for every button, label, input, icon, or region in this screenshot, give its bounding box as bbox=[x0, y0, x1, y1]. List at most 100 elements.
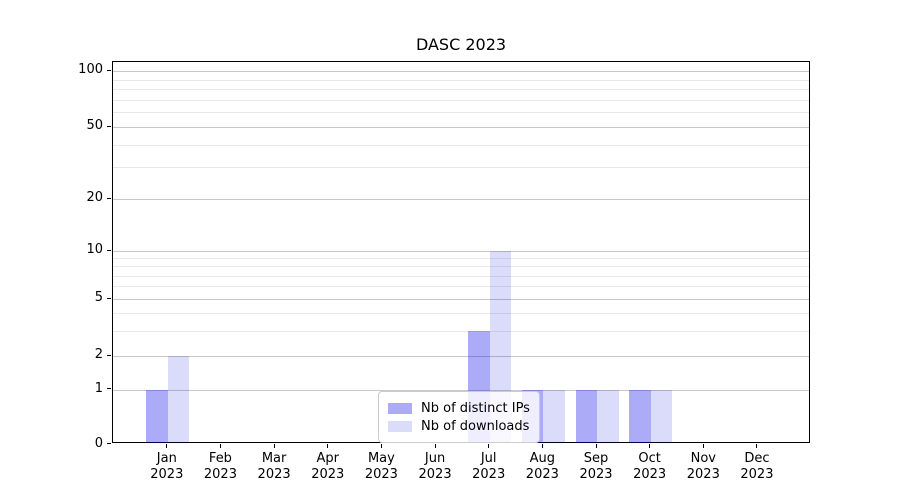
bar-downloads bbox=[167, 356, 190, 443]
x-tick-mark bbox=[166, 444, 168, 448]
y-tick-label: 5 bbox=[94, 290, 103, 305]
x-tick-month: Sep bbox=[583, 451, 609, 466]
x-tick-month: Feb bbox=[208, 451, 232, 466]
minor-gridline bbox=[113, 79, 809, 81]
y-tick-mark bbox=[107, 125, 111, 127]
major-gridline bbox=[113, 389, 809, 391]
bar-downloads bbox=[650, 389, 673, 443]
x-tick-month: Aug bbox=[529, 451, 556, 466]
x-tick-year: 2023 bbox=[257, 467, 291, 482]
x-tick-label: Aug 2023 bbox=[510, 451, 574, 483]
minor-gridline bbox=[113, 167, 809, 169]
x-tick-year: 2023 bbox=[364, 467, 398, 482]
x-tick-year: 2023 bbox=[418, 467, 452, 482]
x-tick-year: 2023 bbox=[472, 467, 506, 482]
x-tick-year: 2023 bbox=[203, 467, 237, 482]
x-tick-month: Mar bbox=[261, 451, 287, 466]
x-tick-mark bbox=[595, 444, 597, 448]
y-tick-mark bbox=[107, 197, 111, 199]
y-tick-mark bbox=[107, 354, 111, 356]
major-gridline bbox=[113, 251, 809, 252]
x-tick-month: Jan bbox=[156, 451, 177, 466]
x-tick-mark bbox=[380, 444, 382, 448]
minor-gridline bbox=[113, 89, 809, 91]
y-tick-label: 0 bbox=[94, 435, 103, 451]
x-tick-month: Nov bbox=[690, 451, 716, 466]
x-tick-mark bbox=[488, 444, 490, 448]
legend-label: Nb of distinct IPs bbox=[421, 400, 530, 416]
bar-distinct-ips bbox=[575, 389, 597, 443]
x-tick-month: May bbox=[367, 451, 395, 466]
x-tick-label: Oct 2023 bbox=[618, 451, 682, 483]
x-tick-label: Dec 2023 bbox=[725, 451, 789, 483]
x-tick-label: Jan 2023 bbox=[135, 451, 199, 483]
major-gridline bbox=[113, 299, 809, 300]
y-tick-label: 50 bbox=[86, 118, 103, 133]
x-tick-mark bbox=[541, 444, 543, 448]
major-gridline bbox=[113, 199, 809, 200]
x-tick-mark bbox=[702, 444, 704, 448]
minor-gridline bbox=[113, 275, 809, 277]
x-tick-label: Apr 2023 bbox=[296, 451, 360, 483]
y-tick-mark bbox=[107, 388, 111, 390]
x-tick-mark bbox=[434, 444, 436, 448]
y-tick-mark bbox=[107, 69, 111, 71]
x-tick-year: 2023 bbox=[525, 467, 559, 482]
legend-entry: Nb of downloads bbox=[388, 418, 530, 434]
legend-entry: Nb of distinct IPs bbox=[388, 400, 530, 416]
x-tick-month: Dec bbox=[744, 451, 770, 466]
x-tick-month: Oct bbox=[638, 451, 661, 466]
x-tick-label: Sep 2023 bbox=[564, 451, 628, 483]
y-tick-mark bbox=[107, 297, 111, 299]
minor-gridline bbox=[113, 330, 809, 332]
x-tick-year: 2023 bbox=[311, 467, 345, 482]
legend-swatch bbox=[388, 420, 412, 432]
major-gridline bbox=[113, 127, 809, 128]
legend: Nb of distinct IPs Nb of downloads bbox=[378, 391, 540, 443]
y-tick-label: 100 bbox=[78, 62, 103, 77]
bar-downloads bbox=[597, 389, 619, 443]
legend-swatch bbox=[388, 402, 412, 414]
x-tick-month: Apr bbox=[316, 451, 340, 466]
y-tick-mark bbox=[107, 443, 111, 444]
chart-title: DASC 2023 bbox=[415, 35, 507, 54]
minor-gridline bbox=[113, 266, 809, 268]
bar-distinct-ips bbox=[629, 389, 651, 443]
x-tick-year: 2023 bbox=[150, 467, 184, 482]
minor-gridline bbox=[113, 144, 809, 146]
bar-distinct-ips bbox=[146, 389, 168, 443]
minor-gridline bbox=[113, 286, 809, 288]
x-tick-label: Jul 2023 bbox=[457, 451, 521, 483]
x-tick-label: Nov 2023 bbox=[671, 451, 735, 483]
y-tick-label: 2 bbox=[94, 347, 103, 362]
minor-gridline bbox=[113, 99, 809, 101]
x-tick-label: May 2023 bbox=[349, 451, 413, 483]
x-tick-mark bbox=[219, 444, 221, 448]
plot-area bbox=[112, 61, 810, 443]
bar-downloads bbox=[543, 389, 565, 443]
x-tick-mark bbox=[756, 444, 758, 448]
legend-label: Nb of downloads bbox=[421, 418, 530, 434]
x-tick-month: Jun bbox=[424, 451, 446, 466]
y-tick-label: 1 bbox=[94, 380, 103, 396]
x-tick-year: 2023 bbox=[686, 467, 720, 482]
x-tick-label: Mar 2023 bbox=[242, 451, 306, 483]
x-tick-label: Feb 2023 bbox=[188, 451, 252, 483]
y-tick-label: 10 bbox=[86, 242, 103, 257]
minor-gridline bbox=[113, 258, 809, 260]
x-tick-mark bbox=[649, 444, 651, 448]
y-tick-label: 20 bbox=[86, 190, 103, 205]
y-tick-mark bbox=[107, 249, 111, 251]
x-tick-mark bbox=[327, 444, 329, 448]
minor-gridline bbox=[113, 112, 809, 114]
x-tick-year: 2023 bbox=[740, 467, 774, 482]
major-gridline bbox=[113, 356, 809, 357]
x-tick-month: Jul bbox=[480, 451, 497, 466]
major-gridline bbox=[113, 71, 809, 72]
x-tick-label: Jun 2023 bbox=[403, 451, 467, 483]
x-tick-year: 2023 bbox=[579, 467, 613, 482]
x-tick-year: 2023 bbox=[633, 467, 667, 482]
x-tick-mark bbox=[273, 444, 275, 448]
minor-gridline bbox=[113, 312, 809, 314]
